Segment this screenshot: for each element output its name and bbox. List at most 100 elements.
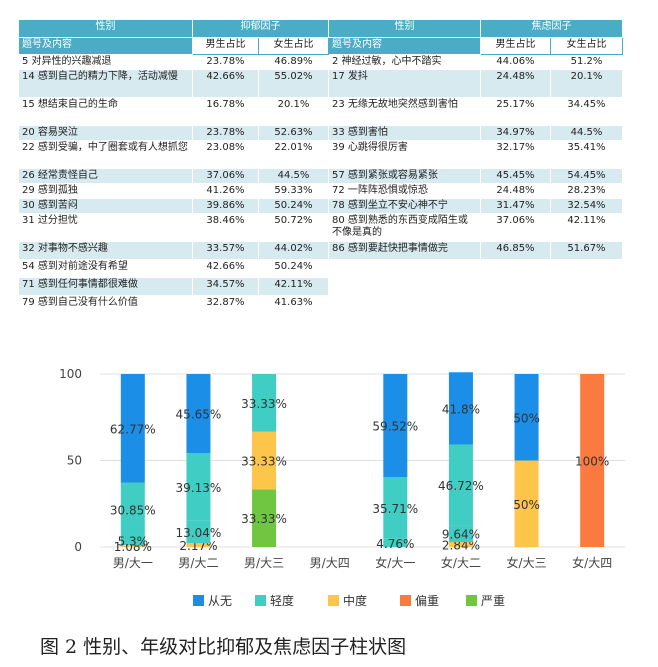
table-row: 54 感到对前途没有希望 42.66% 50.24% [18,259,623,278]
cell-left-female: 46.89% [258,54,329,70]
bar-segment [448,372,473,445]
cell-left-item: 15 想结束自己的生命 [18,97,193,126]
cell-right-item: 2 神经过敏，心中不踏实 [328,54,481,70]
cell-left-male: 23.08% [192,140,259,169]
bar-segment [186,374,211,453]
cell-right-item: 39 心跳得很厉害 [328,140,481,169]
bar-segment [186,452,211,521]
table-row: 71 感到任何事情都很难做 34.57% 42.11% [18,277,623,296]
legend-label: 从无 [208,594,232,608]
data-label: 50% [513,498,540,512]
table-row: 20 容易哭泣 23.78% 52.63% 33 感到害怕 34.97% 44.5% [18,125,623,141]
cell-right-female: 28.23% [550,183,623,199]
cell-left-item: 54 感到对前途没有希望 [18,259,193,278]
header-item-label-right: 题号及内容 [328,37,481,55]
bar-segment [120,535,145,546]
x-tick-label: 女/大三 [507,555,547,570]
table-row: 15 想结束自己的生命 16.78% 20.1% 23 无缘无故地突然感到害怕 25.1… [18,97,623,126]
y-tick-label: 50 [67,454,82,468]
cell-left-female: 50.72% [258,213,329,242]
x-tick-label: 男/大四 [310,556,350,570]
cell-right-male: 25.17% [480,97,551,126]
cell-right-male: 31.47% [480,198,551,214]
bar-segment [383,476,408,539]
cell-right-item: 23 无缘无故地突然感到害怕 [328,97,481,126]
data-label: 4.76% [376,537,414,551]
data-label: 33.33% [241,455,287,469]
cell-left-item: 29 感到孤独 [18,183,193,199]
cell-left-female: 59.33% [258,183,329,199]
cell-right-male: 45.45% [480,168,551,184]
header-male-left: 男生占比 [192,37,259,55]
cell-right-item: 17 发抖 [328,69,481,98]
cell-left-male: 32.87% [192,295,259,314]
cell-left-item: 71 感到任何事情都很难做 [18,277,193,296]
bar-segment [383,374,408,477]
cell-left-male: 23.78% [192,125,259,141]
x-tick-label: 女/大二 [441,555,481,570]
factor-table-container: 性别 抑郁因子 性别 焦虑因子 题号及内容 男生占比 女生占比 题号及内容 男生… [18,19,623,331]
table-row: 14 感到自己的精力下降，活动减慢 42.66% 55.02% 17 发抖 24.48%… [18,69,623,98]
cell-right-male: 46.85% [480,241,551,260]
legend-swatch [328,595,339,606]
legend-label: 偏重 [415,593,439,608]
data-label: 9.64% [442,528,480,542]
cell-left-item: 30 感到苦闷 [18,198,193,214]
data-label: 59.52% [372,420,418,434]
bar-segment [383,538,408,547]
table-row: 29 感到孤独 41.26% 59.33% 72 一阵阵恐惧或惊恐 24.48% 28.2… [18,183,623,199]
bar-segment [252,431,277,490]
data-label: 33.33% [241,397,287,411]
cell-right-female [550,295,623,314]
cell-left-female: 41.63% [258,295,329,314]
cell-left-item: 20 容易哭泣 [18,125,193,141]
cell-right-male [480,277,551,296]
bar-segment [186,520,211,544]
header-male-right: 男生占比 [480,37,551,55]
cell-left-female: 50.24% [258,198,329,214]
legend-label: 轻度 [270,593,294,608]
cell-left-male: 33.57% [192,241,259,260]
cell-right-female [550,259,623,278]
cell-right-item: 86 感到要赶快把事情做完 [328,241,481,260]
cell-left-item: 5 对异性的兴趣减退 [18,54,193,70]
bar-segment [580,374,605,547]
y-tick-label: 0 [74,540,82,554]
cell-left-male: 41.26% [192,183,259,199]
data-label: 41.8% [442,402,480,416]
factor-table: 性别 抑郁因子 性别 焦虑因子 题号及内容 男生占比 女生占比 题号及内容 男生… [18,19,623,314]
cell-right-female: 35.41% [550,140,623,169]
table-row: 5 对异性的兴趣减退 23.78% 46.89% 2 神经过敏，心中不踏实 44.06%… [18,54,623,70]
legend-label: 中度 [343,593,367,608]
cell-right-item [328,259,481,278]
cell-right-item: 80 感到熟悉的东西变成陌生或不像是真的 [328,213,481,242]
data-label: 30.85% [110,503,156,517]
x-tick-label: 女/大一 [375,555,415,570]
table-row: 30 感到苦闷 39.86% 50.24% 78 感到坐立不安心神不宁 31.47% 32… [18,198,623,214]
table-row: 22 感到受骗，中了圈套或有人想抓您 23.08% 22.01% 39 心跳得很厉害 3… [18,140,623,169]
cell-right-male: 44.06% [480,54,551,70]
cell-right-male: 24.48% [480,183,551,199]
bar-segment [448,444,473,526]
cell-left-item: 22 感到受骗，中了圈套或有人想抓您 [18,140,193,169]
cell-left-male: 42.66% [192,69,259,98]
figure-caption: 图 2 性别、年级对比抑郁及焦虑因子柱状图 [40,636,407,658]
cell-right-female: 51.67% [550,241,623,260]
legend-swatch [400,595,411,606]
y-tick-label: 100 [59,367,82,381]
x-tick-label: 男/大三 [244,556,284,570]
cell-left-male: 38.46% [192,213,259,242]
legend-swatch [193,595,204,606]
legend-swatch [466,595,477,606]
cell-right-female: 44.5% [550,125,623,141]
bar-segment [252,489,277,547]
legend-swatch [255,595,266,606]
cell-right-item: 72 一阵阵恐惧或惊恐 [328,183,481,199]
table-row: 79 感到自己没有什么价值 32.87% 41.63% [18,295,623,314]
cell-right-female: 54.45% [550,168,623,184]
bar-segment [120,482,145,536]
cell-left-male: 39.86% [192,198,259,214]
data-label: 62.77% [110,422,156,436]
cell-right-item [328,277,481,296]
cell-left-female: 22.01% [258,140,329,169]
